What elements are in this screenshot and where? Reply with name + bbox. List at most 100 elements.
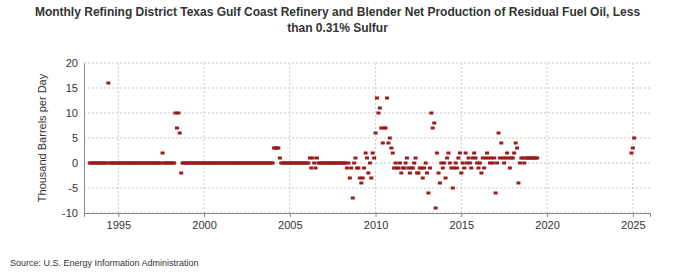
marker [172, 162, 176, 165]
marker [518, 162, 522, 165]
marker [476, 167, 480, 170]
grid-line [289, 63, 290, 213]
marker [437, 172, 441, 175]
tick-mark [376, 213, 377, 217]
marker [414, 157, 418, 160]
marker [468, 162, 472, 165]
grid-line [547, 63, 548, 213]
marker [511, 157, 515, 160]
marker [161, 152, 165, 155]
marker [368, 162, 372, 165]
marker [514, 142, 518, 145]
grid-line [84, 163, 650, 164]
marker [464, 152, 468, 155]
marker [346, 162, 350, 165]
title-line: Monthly Refining District Texas Gulf Coa… [35, 5, 641, 19]
marker [366, 172, 370, 175]
marker [378, 107, 382, 110]
marker [352, 162, 356, 165]
marker [365, 157, 369, 160]
marker [455, 167, 459, 170]
marker [369, 177, 373, 180]
marker [178, 132, 182, 135]
marker [399, 172, 403, 175]
marker [432, 122, 436, 125]
marker [629, 152, 633, 155]
marker [278, 157, 282, 160]
marker [312, 162, 316, 165]
markers [88, 82, 637, 210]
marker [469, 167, 473, 170]
marker [459, 172, 463, 175]
tick-label: 0 [72, 157, 78, 169]
marker [495, 162, 499, 165]
marker [522, 162, 526, 165]
axis-line [84, 64, 85, 214]
marker [416, 172, 420, 175]
marker [482, 167, 486, 170]
tick: 15 [66, 82, 84, 94]
tick-label: 20 [66, 57, 78, 69]
marker [426, 192, 430, 195]
grid-line [118, 63, 119, 213]
marker [456, 157, 460, 160]
marker [405, 157, 409, 160]
marker [404, 162, 408, 165]
marker [375, 97, 379, 100]
title-line: than 0.31% Sulfur [287, 21, 388, 35]
marker [421, 177, 425, 180]
marker [176, 112, 180, 115]
marker [276, 147, 280, 150]
marker [499, 142, 503, 145]
marker [446, 152, 450, 155]
marker [438, 182, 442, 185]
tick: -5 [68, 182, 84, 194]
tick: 1995 [107, 213, 131, 231]
marker [345, 167, 349, 170]
marker [434, 207, 438, 210]
marker [376, 112, 380, 115]
marker [351, 197, 355, 200]
marker [444, 177, 448, 180]
marker [372, 157, 376, 160]
tick-label: 2020 [535, 219, 559, 231]
chart: Monthly Refining District Texas Gulf Coa… [0, 0, 675, 275]
marker [425, 172, 429, 175]
marker [408, 172, 412, 175]
marker [467, 157, 471, 160]
marker [391, 152, 395, 155]
marker [179, 172, 183, 175]
marker [515, 147, 519, 150]
marker [461, 162, 465, 165]
grid-line [84, 188, 650, 189]
tick: 0 [72, 157, 84, 169]
marker [494, 192, 498, 195]
tick-label: 2000 [192, 219, 216, 231]
marker [374, 132, 378, 135]
tick-mark [633, 213, 634, 217]
marker [394, 162, 398, 165]
marker [454, 162, 458, 165]
tick-label: -5 [68, 182, 78, 194]
source-note: Source: U.S. Energy Information Administ… [10, 258, 199, 268]
marker [492, 157, 496, 160]
tick-label: 5 [72, 132, 78, 144]
marker [442, 162, 446, 165]
marker [361, 177, 365, 180]
tick-mark [118, 213, 119, 217]
marker [315, 157, 319, 160]
marker [462, 167, 466, 170]
marker [389, 147, 393, 150]
marker [428, 167, 432, 170]
marker [359, 182, 363, 185]
marker [364, 152, 368, 155]
grid-line [84, 113, 650, 114]
marker [396, 167, 400, 170]
marker [424, 162, 428, 165]
marker [478, 162, 482, 165]
tick: 2020 [535, 213, 559, 231]
marker [472, 152, 476, 155]
marker [398, 162, 402, 165]
marker [479, 172, 483, 175]
grid-line [375, 63, 376, 213]
